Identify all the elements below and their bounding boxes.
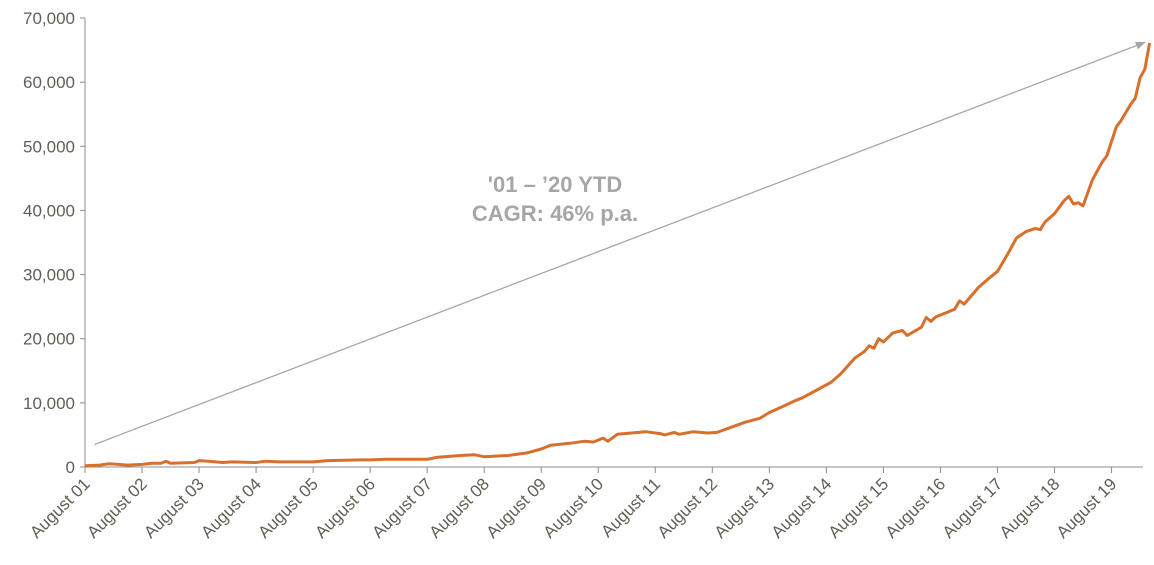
x-tick-label: August 04: [197, 474, 265, 542]
x-tick-label: August 01: [26, 474, 94, 542]
x-tick-label: August 18: [996, 474, 1064, 542]
annotation-line-1: '01 – ’20 YTD: [488, 172, 622, 197]
y-tick-label: 40,000: [23, 201, 75, 220]
x-tick-label: August 05: [254, 474, 322, 542]
y-tick-label: 20,000: [23, 330, 75, 349]
y-tick-label: 10,000: [23, 394, 75, 413]
cagr-arrow: [94, 41, 1146, 446]
x-tick-label: August 03: [140, 474, 208, 542]
x-tick-label: August 08: [425, 474, 493, 542]
x-tick-label: August 14: [768, 474, 836, 542]
annotation-line-2: CAGR: 46% p.a.: [472, 201, 638, 226]
x-tick-label: August 15: [825, 474, 893, 542]
x-tick-label: August 12: [654, 474, 722, 542]
x-tick-label: August 13: [711, 474, 779, 542]
x-tick-label: August 02: [83, 474, 151, 542]
x-tick-label: August 06: [311, 474, 379, 542]
x-tick-label: August 09: [482, 474, 550, 542]
x-tick-label: August 07: [368, 474, 436, 542]
x-tick-label: August 17: [939, 474, 1007, 542]
x-tick-label: August 11: [597, 474, 664, 541]
x-tick-label: August 19: [1053, 474, 1121, 542]
x-tick-label: August 16: [882, 474, 950, 542]
y-tick-label: 60,000: [23, 73, 75, 92]
y-tick-label: 0: [66, 458, 75, 477]
y-tick-label: 50,000: [23, 137, 75, 156]
series-line: [84, 42, 1152, 468]
x-tick-label: August 10: [540, 474, 608, 542]
y-tick-label: 70,000: [23, 9, 75, 28]
y-tick-label: 30,000: [23, 266, 75, 285]
